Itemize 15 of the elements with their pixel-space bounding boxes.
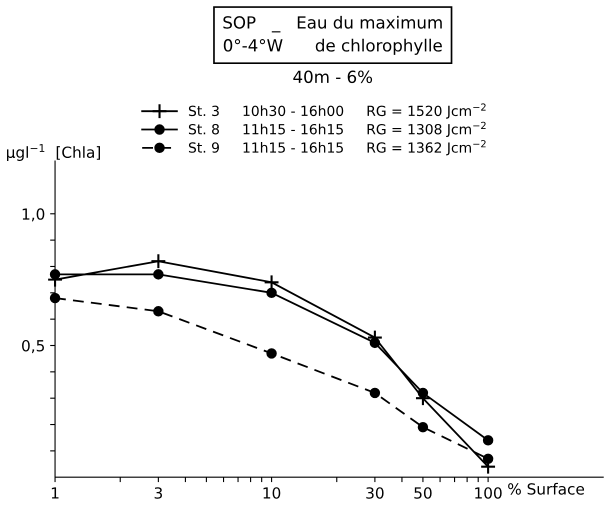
x-tick-label: 1: [52, 487, 59, 499]
legend-label: St. 3 10h30 - 16h00 RG = 1520 Jcm$^{−2}$: [188, 103, 486, 119]
chart-subtitle: 40m - 6%: [293, 70, 372, 84]
x-tick-label: 10: [264, 487, 280, 499]
y-axis-title: µgl$^{−1}$ [Chla]: [7, 144, 100, 161]
y-tick-label: 0,5: [22, 340, 44, 354]
x-axis-title: % Surface: [508, 482, 584, 495]
legend-label: St. 8 11h15 - 16h15 RG = 1308 Jcm$^{−2}$: [188, 122, 486, 138]
x-tick-label: 30: [366, 487, 384, 499]
y-tick-label: 1,0: [22, 208, 44, 222]
x-tick-label: 50: [414, 487, 432, 499]
chart-title: SOP _ Eau du maximum 0°-4°W de chlorophylle: [223, 16, 442, 55]
x-tick-label: 100: [475, 487, 502, 499]
x-tick-label: 3: [154, 487, 162, 499]
legend-label: St. 9 11h15 - 16h15 RG = 1362 Jcm$^{−2}$: [188, 140, 486, 156]
